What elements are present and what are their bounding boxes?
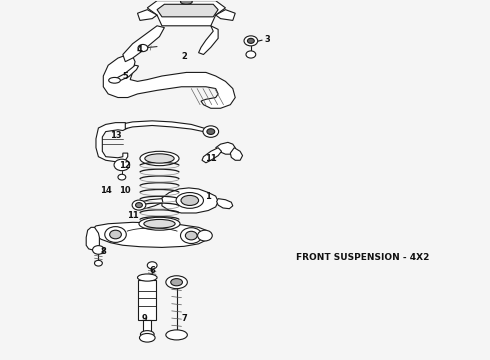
Ellipse shape xyxy=(147,262,157,269)
Ellipse shape xyxy=(140,333,155,342)
Polygon shape xyxy=(137,199,163,209)
Text: 14: 14 xyxy=(100,186,112,195)
Ellipse shape xyxy=(136,203,143,208)
Ellipse shape xyxy=(207,129,215,134)
Ellipse shape xyxy=(109,77,121,83)
Ellipse shape xyxy=(180,228,202,243)
Ellipse shape xyxy=(203,126,219,137)
Ellipse shape xyxy=(139,217,180,230)
Polygon shape xyxy=(198,26,218,54)
Ellipse shape xyxy=(171,279,182,286)
Polygon shape xyxy=(217,199,233,209)
Polygon shape xyxy=(139,280,156,320)
Polygon shape xyxy=(147,1,225,26)
Text: 5: 5 xyxy=(122,72,128,81)
Ellipse shape xyxy=(141,330,154,338)
Polygon shape xyxy=(138,10,157,21)
Polygon shape xyxy=(202,148,221,163)
Ellipse shape xyxy=(181,195,198,206)
Ellipse shape xyxy=(197,230,212,241)
Ellipse shape xyxy=(114,159,130,171)
Polygon shape xyxy=(216,142,235,154)
Ellipse shape xyxy=(118,174,126,180)
Polygon shape xyxy=(123,26,164,62)
Text: 10: 10 xyxy=(120,186,131,195)
Ellipse shape xyxy=(105,226,126,242)
Ellipse shape xyxy=(180,0,192,4)
Ellipse shape xyxy=(246,51,256,58)
Ellipse shape xyxy=(95,260,102,266)
Ellipse shape xyxy=(166,330,187,340)
Ellipse shape xyxy=(140,151,179,166)
Ellipse shape xyxy=(138,274,157,281)
Text: 1: 1 xyxy=(205,192,211,201)
Ellipse shape xyxy=(144,220,175,228)
Polygon shape xyxy=(86,227,99,250)
Ellipse shape xyxy=(138,44,148,51)
Polygon shape xyxy=(96,123,128,162)
Ellipse shape xyxy=(166,276,187,289)
Ellipse shape xyxy=(93,246,104,254)
Polygon shape xyxy=(94,222,208,247)
Text: 2: 2 xyxy=(181,52,187,61)
Ellipse shape xyxy=(176,193,203,208)
Text: 11: 11 xyxy=(205,154,217,163)
Ellipse shape xyxy=(247,39,254,43)
Ellipse shape xyxy=(132,200,146,210)
Text: 12: 12 xyxy=(120,161,131,170)
Text: 7: 7 xyxy=(181,314,187,323)
Text: 6: 6 xyxy=(149,266,155,275)
Text: 8: 8 xyxy=(100,247,106,256)
Ellipse shape xyxy=(244,36,258,46)
Ellipse shape xyxy=(145,154,174,163)
Polygon shape xyxy=(162,188,218,213)
Polygon shape xyxy=(216,10,235,21)
Text: 13: 13 xyxy=(110,131,122,140)
Text: 11: 11 xyxy=(127,211,139,220)
Polygon shape xyxy=(125,121,211,134)
Polygon shape xyxy=(113,65,139,81)
Polygon shape xyxy=(103,54,235,108)
Ellipse shape xyxy=(110,230,122,239)
Polygon shape xyxy=(157,4,218,17)
Polygon shape xyxy=(144,320,151,334)
Text: 4: 4 xyxy=(137,45,143,54)
Polygon shape xyxy=(230,148,243,160)
Ellipse shape xyxy=(185,231,197,240)
Text: 3: 3 xyxy=(264,35,270,44)
Text: FRONT SUSPENSION - 4X2: FRONT SUSPENSION - 4X2 xyxy=(295,253,429,262)
Text: 9: 9 xyxy=(142,314,147,323)
